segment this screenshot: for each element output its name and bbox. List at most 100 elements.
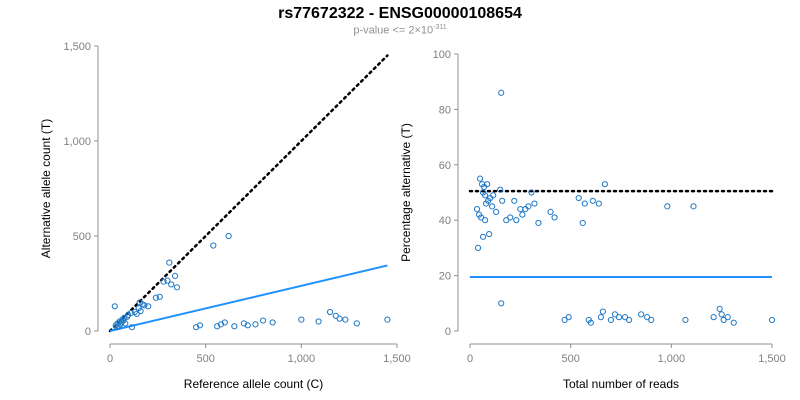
left-data-point — [384, 316, 391, 323]
right-data-point — [535, 219, 542, 227]
left-data-point — [114, 320, 121, 327]
left-data-point — [160, 278, 167, 285]
right-data-point — [724, 314, 731, 321]
right-y-tick-label: 80 — [439, 104, 451, 116]
left-x-tick-label: 0 — [107, 353, 113, 365]
right-data-point — [517, 206, 524, 213]
right-data-point — [551, 214, 558, 221]
left-data-point — [173, 284, 181, 291]
right-x-tick-label: 1,500 — [758, 353, 786, 365]
right-data-point — [595, 200, 602, 207]
right-data-point — [601, 181, 608, 188]
right-data-point — [482, 217, 489, 224]
right-data-point — [575, 194, 582, 202]
right-data-point — [528, 189, 535, 196]
left-data-point — [121, 314, 128, 321]
left-data-point — [244, 322, 251, 329]
right-data-point — [519, 211, 526, 218]
right-data-point — [503, 217, 510, 224]
left-data-point — [122, 320, 129, 327]
right-x-tick-label: 500 — [561, 353, 579, 365]
right-data-point — [587, 319, 594, 326]
left-data-point — [127, 309, 135, 317]
left-data-point — [298, 316, 305, 323]
subtitle-exponent: -311 — [433, 24, 447, 31]
right-data-point — [476, 175, 484, 182]
left-data-point — [166, 259, 173, 266]
right-data-point — [615, 314, 623, 321]
right-x-tick-label: 1,000 — [658, 353, 686, 365]
subtitle-pvalue: p-value <= 2×10 — [353, 24, 434, 37]
right-data-point — [473, 206, 481, 213]
left-data-point — [164, 277, 171, 284]
left-x-tick-label: 1,000 — [288, 353, 316, 365]
left-data-point — [111, 303, 118, 310]
right-data-point — [690, 203, 697, 210]
left-data-point — [210, 242, 217, 249]
left-fit-line — [109, 264, 388, 332]
right-data-point — [498, 89, 505, 96]
right-data-point — [507, 214, 514, 221]
right-data-point — [477, 214, 485, 221]
left-data-point — [145, 303, 152, 310]
right-data-point — [718, 311, 725, 318]
right-data-point — [547, 208, 554, 215]
left-data-point — [171, 272, 179, 279]
left-data-point — [231, 323, 238, 330]
left-data-point — [336, 315, 343, 322]
right-data-point — [720, 316, 727, 324]
left-y-tick-label: 500 — [73, 231, 91, 243]
right-data-point — [511, 197, 518, 204]
right-data-point — [486, 230, 493, 238]
right-y-tick-label: 60 — [439, 160, 451, 172]
right-y-tick-label: 40 — [439, 215, 451, 227]
left-data-point — [131, 308, 138, 316]
left-data-point — [141, 302, 148, 309]
right-data-point — [493, 208, 500, 215]
right-data-point — [513, 217, 520, 224]
right-y-tick-label: 20 — [439, 271, 451, 283]
right-data-point — [497, 186, 504, 193]
left-x-tick-label: 500 — [196, 353, 214, 365]
left-data-point — [156, 293, 163, 300]
right-data-point — [479, 233, 487, 240]
right-data-point — [768, 316, 776, 324]
right-data-point — [625, 316, 633, 324]
left-y-tick-label: 0 — [85, 326, 91, 338]
right-data-point — [484, 181, 491, 188]
right-data-point — [611, 311, 619, 318]
left-data-point — [259, 317, 267, 324]
right-data-point — [490, 192, 497, 199]
left-y-tick-label: 1,500 — [63, 41, 91, 53]
left-data-point — [315, 318, 322, 325]
chart-title: rs77672322 - ENSG00000108654 — [278, 5, 522, 22]
right-data-point — [531, 200, 538, 207]
right-data-point — [499, 197, 506, 204]
right-data-point — [644, 314, 651, 321]
right-x-tick-label: 0 — [467, 353, 473, 365]
left-data-point — [137, 307, 144, 315]
left-data-point — [342, 316, 349, 323]
left-y-axis-label: Alternative allele count (T) — [39, 119, 53, 258]
right-data-point — [589, 197, 596, 204]
left-data-point — [269, 319, 276, 326]
right-data-point — [730, 319, 737, 326]
left-data-point — [252, 321, 259, 328]
right-data-point — [579, 219, 586, 227]
right-data-point — [716, 305, 723, 312]
left-data-point — [118, 319, 125, 326]
right-data-point — [664, 203, 671, 210]
right-y-tick-label: 0 — [445, 326, 451, 338]
left-data-point — [332, 312, 339, 319]
left-reference-line — [108, 54, 389, 333]
left-data-point — [133, 310, 140, 317]
left-x-tick-label: 1,500 — [383, 353, 411, 365]
right-data-point — [482, 192, 489, 199]
right-data-point — [638, 311, 645, 318]
right-data-point — [597, 314, 604, 321]
right-data-point — [607, 316, 615, 324]
left-data-point — [353, 320, 360, 327]
left-data-point — [152, 294, 160, 301]
